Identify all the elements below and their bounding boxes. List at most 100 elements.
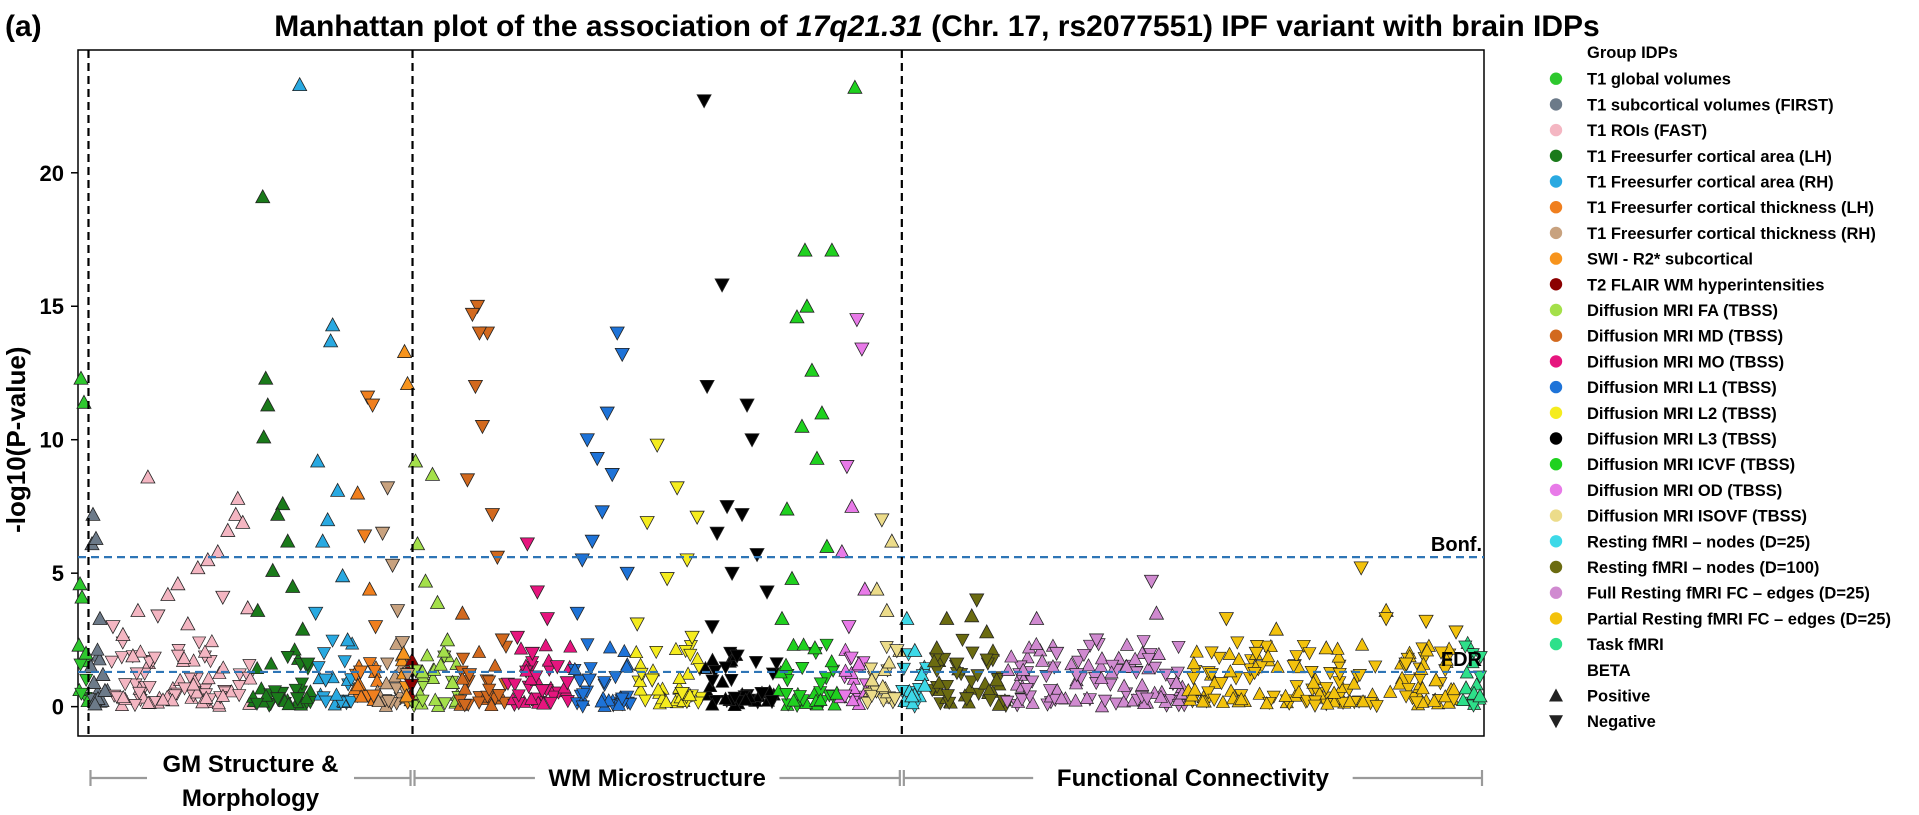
point	[705, 697, 720, 711]
point	[1286, 660, 1301, 674]
point	[1187, 682, 1202, 696]
point	[979, 653, 994, 667]
point	[749, 548, 765, 563]
point	[844, 651, 859, 665]
point	[563, 639, 578, 653]
point	[738, 692, 753, 706]
point	[864, 672, 880, 687]
section-label: WM Microstructure	[548, 765, 765, 792]
point	[679, 553, 695, 568]
point	[270, 692, 286, 707]
point	[482, 683, 497, 697]
point	[718, 661, 733, 675]
point	[644, 673, 660, 688]
point	[1147, 661, 1163, 675]
point	[845, 693, 860, 707]
point	[633, 682, 648, 696]
point	[86, 674, 102, 689]
point	[1204, 646, 1219, 660]
point	[280, 650, 295, 665]
point	[1446, 681, 1461, 696]
point	[744, 433, 760, 448]
point	[696, 94, 712, 109]
point	[1355, 637, 1370, 651]
point	[543, 696, 558, 710]
point	[1020, 650, 1035, 664]
point	[437, 697, 452, 711]
point	[1207, 693, 1222, 707]
point	[292, 76, 308, 92]
point	[1306, 675, 1321, 689]
point	[396, 343, 413, 358]
point	[398, 688, 415, 703]
point	[718, 691, 733, 705]
point	[300, 657, 316, 672]
point	[682, 687, 697, 702]
point	[813, 677, 828, 691]
legend-beta-header: BETA	[1587, 662, 1631, 680]
point	[87, 696, 103, 711]
point	[343, 695, 359, 709]
point	[424, 466, 441, 481]
point	[288, 683, 303, 697]
point	[417, 573, 434, 588]
point	[1093, 658, 1109, 672]
point	[659, 572, 675, 587]
point	[939, 610, 955, 625]
legend-entry: T1 subcortical volumes (FIRST)	[1587, 96, 1834, 114]
point	[931, 675, 947, 689]
point	[589, 452, 605, 467]
point	[329, 482, 346, 497]
point	[579, 433, 595, 448]
point	[917, 677, 933, 692]
point	[319, 511, 336, 527]
legend-marker	[1549, 123, 1563, 137]
point	[114, 651, 129, 665]
point	[632, 673, 648, 687]
point	[1455, 692, 1471, 706]
point	[1004, 649, 1019, 663]
series-diffusion-mri-l1-tbss	[569, 326, 635, 688]
legend-entry: Partial Resting fMRI FC – edges (D=25)	[1587, 610, 1891, 628]
y-tick-label: 15	[40, 294, 64, 319]
point	[72, 576, 88, 591]
point	[255, 188, 271, 204]
legend-marker	[1549, 637, 1563, 651]
point	[786, 637, 801, 651]
point	[265, 562, 281, 577]
point	[759, 585, 775, 600]
point	[389, 604, 406, 619]
point	[270, 506, 286, 521]
point	[115, 626, 131, 641]
point	[457, 681, 473, 695]
point	[220, 522, 236, 537]
point	[295, 621, 311, 636]
point	[778, 657, 794, 671]
point	[88, 530, 104, 545]
point	[394, 636, 411, 651]
legend-marker	[1549, 175, 1563, 188]
reference-label-bonf: Bonf.	[1431, 534, 1482, 556]
point	[1171, 640, 1186, 655]
series-diffusion-mri-icvf-tbss	[774, 79, 863, 700]
point	[580, 638, 595, 652]
point	[729, 649, 745, 664]
point	[142, 681, 157, 695]
point	[705, 674, 720, 688]
point	[399, 375, 416, 391]
point	[457, 699, 472, 713]
series-diffusion-mri-l3-tbss	[696, 94, 780, 710]
point	[639, 516, 655, 531]
series-t1-freesurfer-cortical-thickness-rh	[374, 481, 416, 683]
point	[116, 689, 131, 704]
point	[1025, 675, 1040, 689]
point	[325, 634, 340, 648]
point	[507, 678, 522, 692]
point	[1029, 636, 1044, 650]
legend-entry: Negative	[1587, 713, 1656, 731]
point	[1466, 699, 1481, 713]
point	[1252, 686, 1267, 700]
section-dividers	[87, 50, 903, 736]
point	[130, 602, 146, 617]
legend-marker	[1549, 201, 1563, 214]
